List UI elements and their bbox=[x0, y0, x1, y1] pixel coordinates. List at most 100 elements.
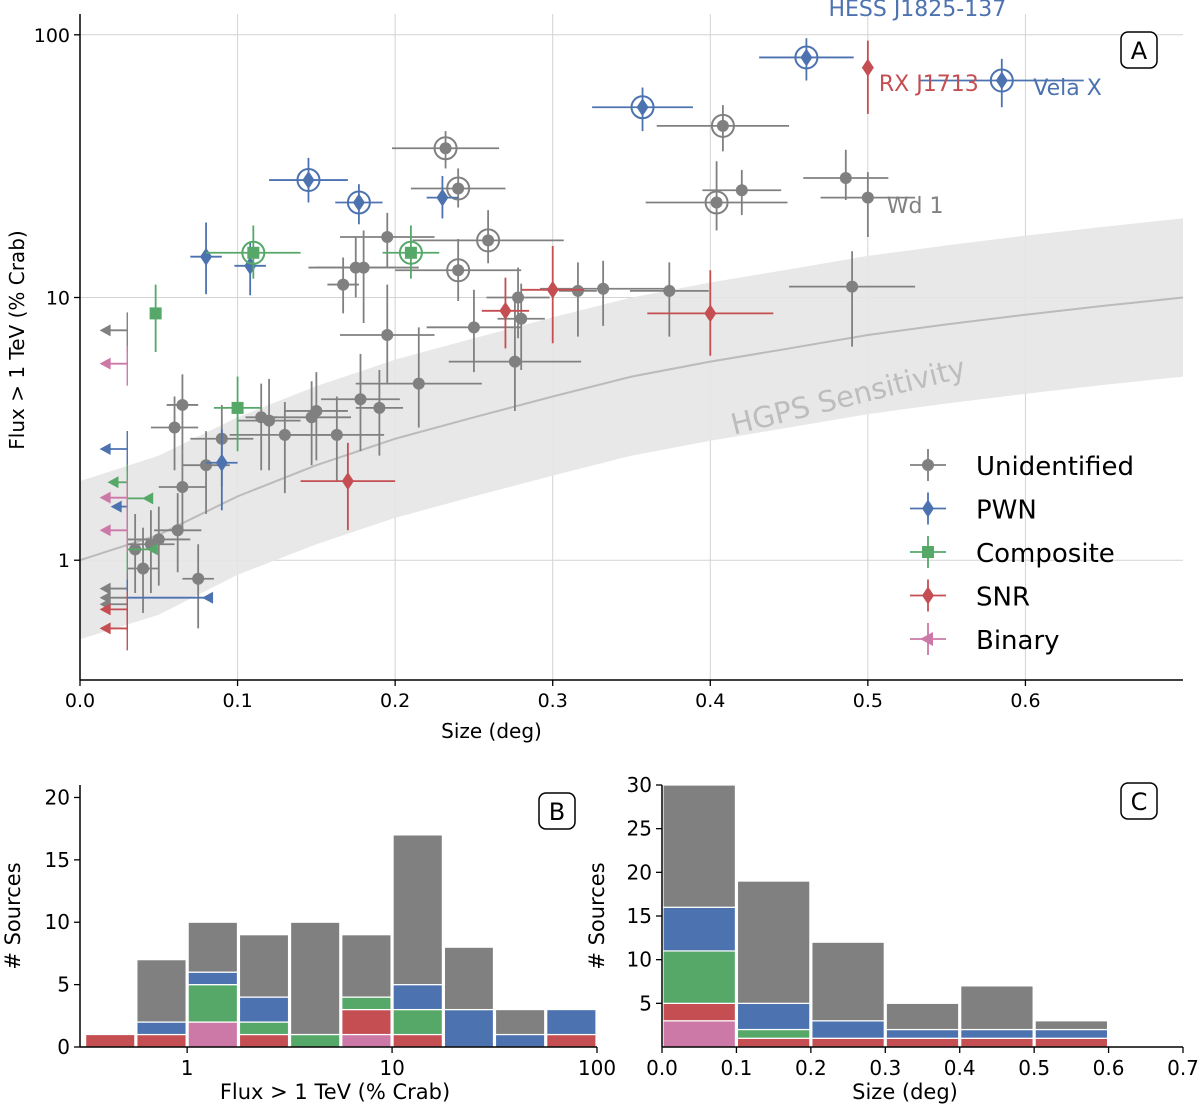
y-tick-label: 0 bbox=[57, 1035, 70, 1059]
x-tick-label: 0.4 bbox=[944, 1056, 976, 1080]
bars-pwn bbox=[136, 971, 597, 1048]
panel-label-box bbox=[1120, 782, 1158, 820]
data-point bbox=[508, 355, 521, 368]
legend-entry-binary: Binary bbox=[910, 623, 1060, 656]
data-point bbox=[571, 284, 584, 297]
annotation: HESS J1825-137 bbox=[828, 0, 1006, 22]
upper-limit-marker bbox=[99, 524, 111, 537]
bar-segment bbox=[341, 934, 392, 998]
data-point bbox=[467, 321, 480, 334]
data-point bbox=[192, 572, 205, 585]
bar-segment bbox=[136, 1033, 187, 1048]
ring-marker bbox=[446, 176, 471, 201]
legend-marker bbox=[922, 459, 934, 471]
bar-segment bbox=[1034, 1037, 1109, 1048]
data-point bbox=[499, 301, 512, 320]
bar-segment bbox=[443, 946, 495, 1011]
upper-limit-marker bbox=[99, 443, 111, 456]
bar-segment bbox=[136, 959, 187, 1023]
panel-label-box bbox=[538, 792, 576, 830]
y-axis-label: Flux > 1 TeV (% Crab) bbox=[5, 230, 29, 449]
data-point bbox=[215, 453, 228, 472]
annotation: RX J1713 bbox=[879, 72, 979, 97]
bar-segment bbox=[443, 1008, 495, 1048]
data-point bbox=[305, 411, 318, 424]
panel-label: B bbox=[549, 798, 565, 826]
x-tick-label: 0.2 bbox=[795, 1056, 827, 1080]
sensitivity-band bbox=[80, 218, 1183, 640]
sensitivity-curve bbox=[79, 296, 1184, 562]
panel-label: A bbox=[1131, 37, 1148, 65]
bar-segment bbox=[187, 921, 239, 973]
legend-label: PWN bbox=[976, 496, 1037, 526]
upper-limit-marker bbox=[146, 543, 158, 556]
x-tick-label: 0.3 bbox=[869, 1056, 901, 1080]
bar-segment bbox=[392, 984, 443, 1011]
data-point bbox=[168, 421, 181, 434]
bar-segment bbox=[960, 985, 1034, 1031]
data-point bbox=[663, 284, 676, 297]
bar-segment bbox=[341, 1008, 392, 1036]
bar-segment bbox=[494, 1008, 546, 1036]
bar-segment bbox=[662, 906, 737, 952]
data-point bbox=[176, 398, 189, 411]
upper-limit-marker bbox=[99, 357, 111, 370]
bars-unidentified bbox=[136, 834, 546, 1036]
data-point bbox=[515, 312, 528, 325]
legend-marker bbox=[920, 632, 933, 646]
x-tick-label: 0.3 bbox=[538, 690, 568, 712]
panel-b: 1 10 100 0 5 10 15 20 Flux > 1 TeV (% Crab) # Sou… bbox=[1, 785, 616, 1104]
data-point bbox=[404, 246, 417, 259]
bar-segment bbox=[546, 1008, 597, 1036]
y-tick-label: 10 bbox=[45, 910, 70, 934]
upper-limit-marker bbox=[110, 500, 122, 513]
x-tick-label: 0.1 bbox=[222, 690, 252, 712]
data-point bbox=[231, 401, 244, 414]
bar-segment bbox=[392, 1008, 443, 1036]
data-point bbox=[357, 261, 370, 274]
bar-segment bbox=[885, 1002, 960, 1031]
data-point bbox=[846, 280, 859, 293]
ring-marker bbox=[346, 190, 371, 215]
upper-limit-marker bbox=[202, 591, 214, 604]
data-point bbox=[636, 98, 649, 117]
legend-label: Binary bbox=[976, 626, 1060, 656]
y-axis-label: # Sources bbox=[585, 862, 609, 969]
x-tick-label: 0.5 bbox=[853, 690, 883, 712]
data-point bbox=[861, 58, 874, 77]
upper-limit-marker bbox=[107, 476, 119, 489]
ring-marker bbox=[704, 190, 729, 215]
y-tick-label: 10 bbox=[46, 288, 70, 310]
data-point bbox=[452, 182, 465, 195]
data-point bbox=[171, 524, 184, 537]
x-tick-label: 0.7 bbox=[1167, 1056, 1199, 1080]
ring-marker bbox=[710, 113, 735, 138]
data-point bbox=[176, 480, 189, 493]
ring-marker bbox=[446, 258, 471, 283]
x-tick-label: 0.1 bbox=[721, 1056, 753, 1080]
bars-binary bbox=[187, 1021, 392, 1048]
bar-segment bbox=[238, 996, 290, 1023]
upper-limit-marker bbox=[99, 324, 111, 337]
bar-segment bbox=[238, 1033, 290, 1048]
legend-marker bbox=[922, 499, 934, 518]
panel-c: 0.0 0.1 0.2 0.3 0.4 0.5 0.6 0.7 5 10 15 20 25 30 Size … bbox=[585, 773, 1199, 1104]
upper-limit-marker bbox=[99, 622, 111, 635]
legend-entry-snr: SNR bbox=[910, 579, 1030, 613]
annotation: Wd 1 bbox=[887, 194, 944, 219]
y-tick-label: 20 bbox=[45, 785, 70, 809]
data-point bbox=[137, 562, 150, 575]
bar-segment bbox=[662, 784, 737, 908]
y-tick-label: 25 bbox=[627, 817, 652, 841]
bars-snr bbox=[85, 1008, 597, 1048]
y-tick-label: 15 bbox=[45, 848, 70, 872]
bar-segment bbox=[494, 1033, 546, 1048]
data-point bbox=[302, 171, 315, 190]
data-point bbox=[278, 428, 291, 441]
ring-marker bbox=[476, 228, 501, 253]
bar-segment bbox=[736, 880, 811, 1004]
legend-entry-pwn: PWN bbox=[910, 492, 1037, 526]
bar-segment bbox=[289, 1033, 341, 1048]
x-tick-label: 0.5 bbox=[1018, 1056, 1050, 1080]
